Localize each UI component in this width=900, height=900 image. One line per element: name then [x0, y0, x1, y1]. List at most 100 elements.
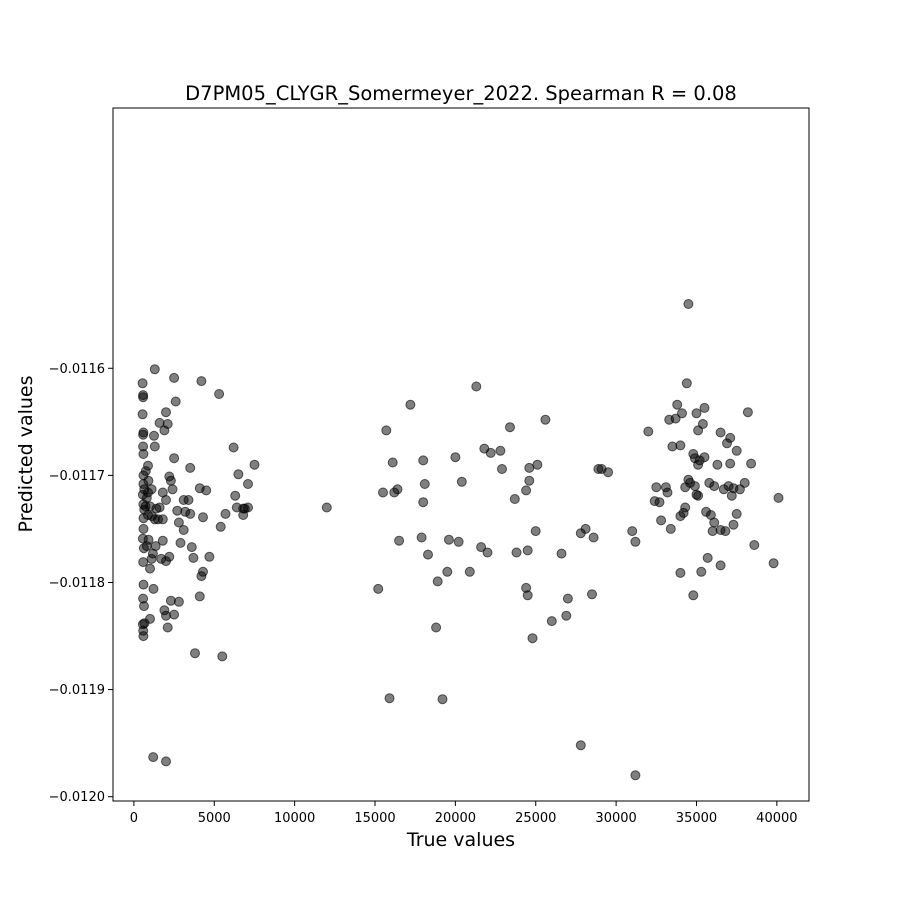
- data-point: [214, 389, 225, 399]
- data-point: [521, 485, 532, 496]
- data-point: [768, 558, 779, 569]
- data-point: [183, 495, 194, 505]
- y-tick-label: −0.0118: [49, 576, 105, 591]
- chart-title: D7PM05_CLYGR_Somermeyer_2022. Spearman R…: [185, 82, 737, 105]
- data-point: [138, 557, 149, 568]
- data-point: [688, 590, 699, 601]
- data-point: [656, 515, 667, 526]
- data-point: [432, 576, 443, 587]
- data-point: [418, 497, 429, 508]
- data-point: [378, 487, 388, 498]
- data-point: [196, 376, 207, 387]
- data-point: [527, 633, 538, 644]
- y-tick-label: −0.0120: [49, 790, 105, 805]
- data-point: [161, 756, 171, 767]
- data-point: [149, 441, 160, 452]
- data-point: [699, 452, 710, 463]
- data-point: [476, 542, 487, 553]
- data-point: [588, 532, 599, 543]
- data-point: [696, 566, 707, 577]
- x-tick-label: 20000: [435, 811, 476, 826]
- data-point: [137, 378, 148, 389]
- data-point: [387, 457, 398, 468]
- data-point: [157, 535, 168, 546]
- data-point: [575, 740, 586, 751]
- data-point: [162, 419, 173, 429]
- data-point: [146, 553, 157, 564]
- data-point: [139, 601, 149, 612]
- data-point: [746, 458, 757, 469]
- data-point: [230, 490, 241, 501]
- y-axis-label: Predicted values: [15, 375, 37, 532]
- data-point: [148, 752, 159, 763]
- data-point: [497, 464, 507, 474]
- data-point: [138, 429, 149, 440]
- data-point: [715, 427, 726, 438]
- x-tick-label: 5000: [198, 811, 231, 826]
- data-point: [178, 525, 189, 535]
- data-point: [562, 593, 573, 604]
- data-point: [627, 526, 638, 537]
- data-point: [561, 610, 572, 621]
- x-axis-label: True values: [406, 829, 515, 851]
- data-point: [394, 535, 405, 546]
- data-point: [154, 502, 165, 513]
- y-tick-label: −0.0119: [49, 683, 105, 698]
- data-point: [146, 484, 157, 495]
- data-point: [175, 537, 186, 548]
- x-tick-label: 0: [130, 811, 138, 826]
- data-point: [505, 422, 515, 433]
- data-point: [149, 364, 160, 375]
- data-point: [185, 462, 196, 473]
- data-point: [509, 494, 520, 504]
- data-point: [405, 399, 416, 410]
- data-point: [170, 396, 181, 407]
- data-point: [773, 492, 784, 503]
- data-point: [138, 513, 149, 524]
- data-point: [693, 490, 704, 501]
- data-point: [169, 609, 180, 620]
- data-point: [321, 502, 332, 513]
- data-point: [532, 459, 543, 470]
- x-tick-label: 10000: [274, 811, 315, 826]
- data-point: [204, 551, 215, 562]
- data-point: [712, 459, 723, 470]
- data-point: [167, 484, 178, 495]
- x-axis-ticks: 0 5000 10000 15000 20000 25000 30000 35000 40000: [130, 801, 798, 826]
- data-point: [715, 560, 726, 571]
- y-axis-ticks: −0.0116 −0.0117 −0.0118 −0.0119 −0.0120: [49, 362, 113, 805]
- data-point: [453, 536, 464, 547]
- points-layer: [137, 299, 784, 781]
- data-point: [423, 549, 433, 560]
- data-point: [731, 445, 742, 456]
- data-point: [720, 526, 731, 537]
- x-tick-label: 30000: [595, 811, 636, 826]
- data-point: [243, 502, 253, 513]
- data-point: [392, 484, 403, 495]
- data-point: [587, 589, 597, 600]
- data-point: [141, 541, 152, 552]
- x-tick-label: 15000: [354, 811, 395, 826]
- data-point: [580, 523, 591, 534]
- data-point: [749, 540, 760, 550]
- data-point: [169, 453, 180, 464]
- y-tick-label: −0.0117: [49, 469, 105, 484]
- data-point: [530, 526, 541, 537]
- data-point: [169, 372, 180, 383]
- data-point: [164, 551, 175, 562]
- data-point: [145, 563, 155, 574]
- data-point: [456, 476, 467, 487]
- data-point: [495, 445, 506, 456]
- data-point: [138, 523, 149, 534]
- data-point: [630, 770, 641, 781]
- data-point: [233, 469, 244, 480]
- data-point: [137, 409, 148, 420]
- data-point: [683, 299, 694, 309]
- data-point: [215, 521, 226, 532]
- data-point: [148, 583, 159, 594]
- data-point: [662, 487, 673, 498]
- data-point: [201, 485, 212, 496]
- data-point: [173, 596, 184, 607]
- data-point: [651, 482, 662, 493]
